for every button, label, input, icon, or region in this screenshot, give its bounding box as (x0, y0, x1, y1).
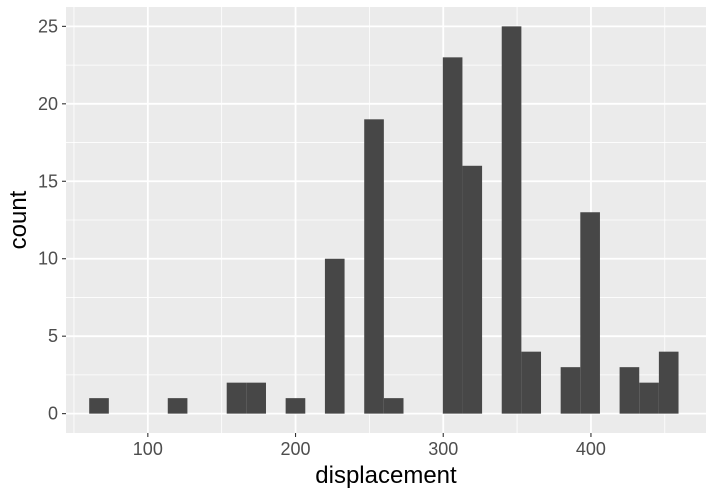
y-tick-label: 5 (48, 326, 58, 346)
histogram-bar (619, 367, 640, 414)
histogram-bar (89, 398, 109, 414)
x-axis-title: displacement (315, 462, 457, 489)
x-tick-label: 200 (281, 439, 311, 459)
histogram-bar (364, 119, 384, 414)
histogram-bar (639, 382, 659, 414)
histogram-bar (560, 367, 581, 414)
histogram-bar (324, 258, 345, 414)
y-tick-label: 10 (38, 249, 58, 269)
y-tick-label: 25 (38, 16, 58, 36)
x-tick-label: 100 (133, 439, 163, 459)
y-axis: 0 5 10 15 20 25 (38, 16, 66, 424)
histogram-bar (246, 382, 266, 414)
x-axis: 100 200 300 400 (133, 433, 606, 459)
bars (89, 26, 679, 414)
histogram-bar (285, 398, 306, 414)
y-axis-title: count (5, 190, 32, 249)
histogram-bar (580, 212, 600, 414)
histogram-bar (521, 351, 542, 414)
y-tick-label: 0 (48, 404, 58, 424)
x-tick-label: 300 (428, 439, 458, 459)
histogram-bar (167, 398, 188, 414)
y-tick-label: 15 (38, 171, 58, 191)
histogram-bar (462, 165, 483, 414)
histogram-bar (658, 351, 679, 414)
x-tick-label: 400 (576, 439, 606, 459)
y-tick-label: 20 (38, 94, 58, 114)
histogram-bar (442, 57, 463, 414)
histogram-bar (383, 398, 404, 414)
histogram-bar (226, 382, 247, 414)
histogram-bar (501, 26, 522, 414)
